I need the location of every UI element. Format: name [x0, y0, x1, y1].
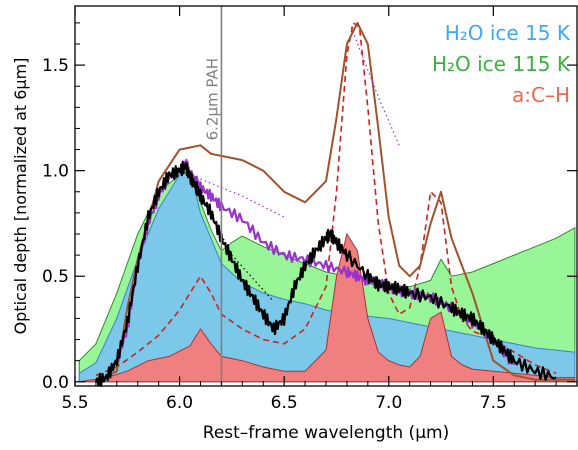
series-dotted-interp-c [350, 26, 400, 146]
series-ach-area [79, 232, 576, 383]
series-observed-black-line [94, 161, 557, 387]
series-h2o-15k-area [78, 170, 576, 383]
legend-entry: H₂O ice 15 K [445, 21, 571, 45]
series-red-dashed-line [95, 22, 557, 377]
y-tick-label: 0.5 [42, 267, 69, 287]
legend-entry: H₂O ice 115 K [432, 52, 571, 76]
y-axis-label: Optical depth [normalized at 6μm] [11, 58, 30, 335]
x-tick-label: 6.0 [166, 393, 193, 413]
axes: 5.5 6.0 6.5 7.0 7.5 0.0 0.5 1.0 1.5 [42, 6, 578, 413]
annotations: 6.2μm PAH [203, 6, 223, 386]
x-axis-label: Rest–frame wavelength (μm) [203, 423, 449, 443]
x-tick-label: 7.0 [375, 393, 402, 413]
legend: H₂O ice 15 K H₂O ice 115 K a:C–H [432, 21, 571, 107]
y-tick-label: 1.5 [42, 56, 69, 76]
series-dotted-interp-a [189, 174, 275, 303]
x-tick-label: 7.5 [480, 393, 507, 413]
x-tick-label: 6.5 [271, 393, 298, 413]
y-tick-label: 1.0 [42, 162, 69, 182]
y-tick-label: 0.0 [42, 373, 69, 393]
x-tick-label: 5.5 [61, 393, 88, 413]
pah-annotation-label: 6.2μm PAH [203, 58, 221, 140]
series-dotted-interp-b [200, 178, 285, 218]
series-brown-line [95, 21, 575, 383]
series-lines [94, 21, 575, 387]
legend-entry: a:C–H [512, 83, 570, 107]
